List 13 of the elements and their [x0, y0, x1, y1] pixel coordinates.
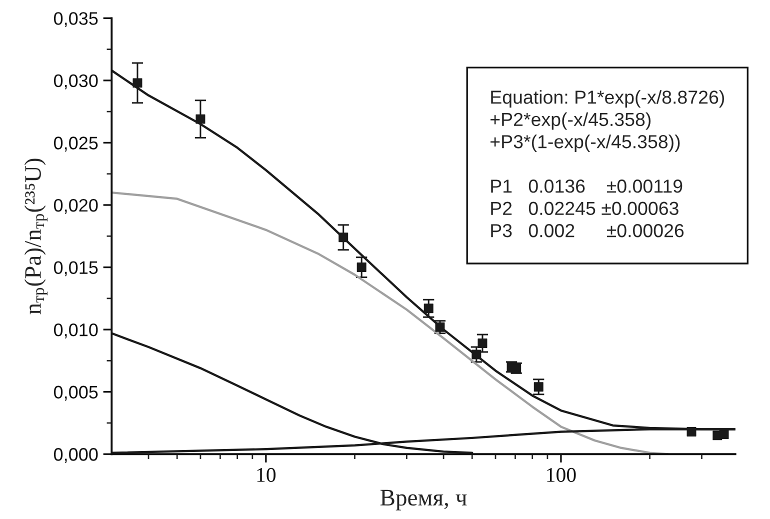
y-tick-label: 0,020: [54, 198, 98, 214]
x-tick-label: 100: [547, 468, 576, 482]
y-tick-label: 0,010: [54, 324, 98, 338]
y-tick-label: 0,000: [54, 448, 98, 463]
y-tick-label: 0,035: [54, 12, 98, 28]
y-tick-label: 0,005: [54, 386, 98, 401]
y-axis-title: n$_{тр}$(Pa)/n$_{тр}$(²³⁵U): [24, 158, 48, 314]
y-tick-label: 0,015: [54, 261, 98, 276]
x-tick-label: 10: [257, 468, 276, 482]
y-tick-label: 0,025: [54, 136, 98, 152]
text: Equation: P1*exp(-x/8.8726) +P2*exp(-x/45.358) +P3*(1-exp(-x/45.358)) P1 0.0136 ±0.00119 P2 0.02245 ±0.00063 P3 0.002 ±0.00026: [490, 90, 724, 238]
y-tick-label: 0,030: [54, 74, 98, 90]
x-axis-title: Время, ч: [380, 490, 467, 510]
